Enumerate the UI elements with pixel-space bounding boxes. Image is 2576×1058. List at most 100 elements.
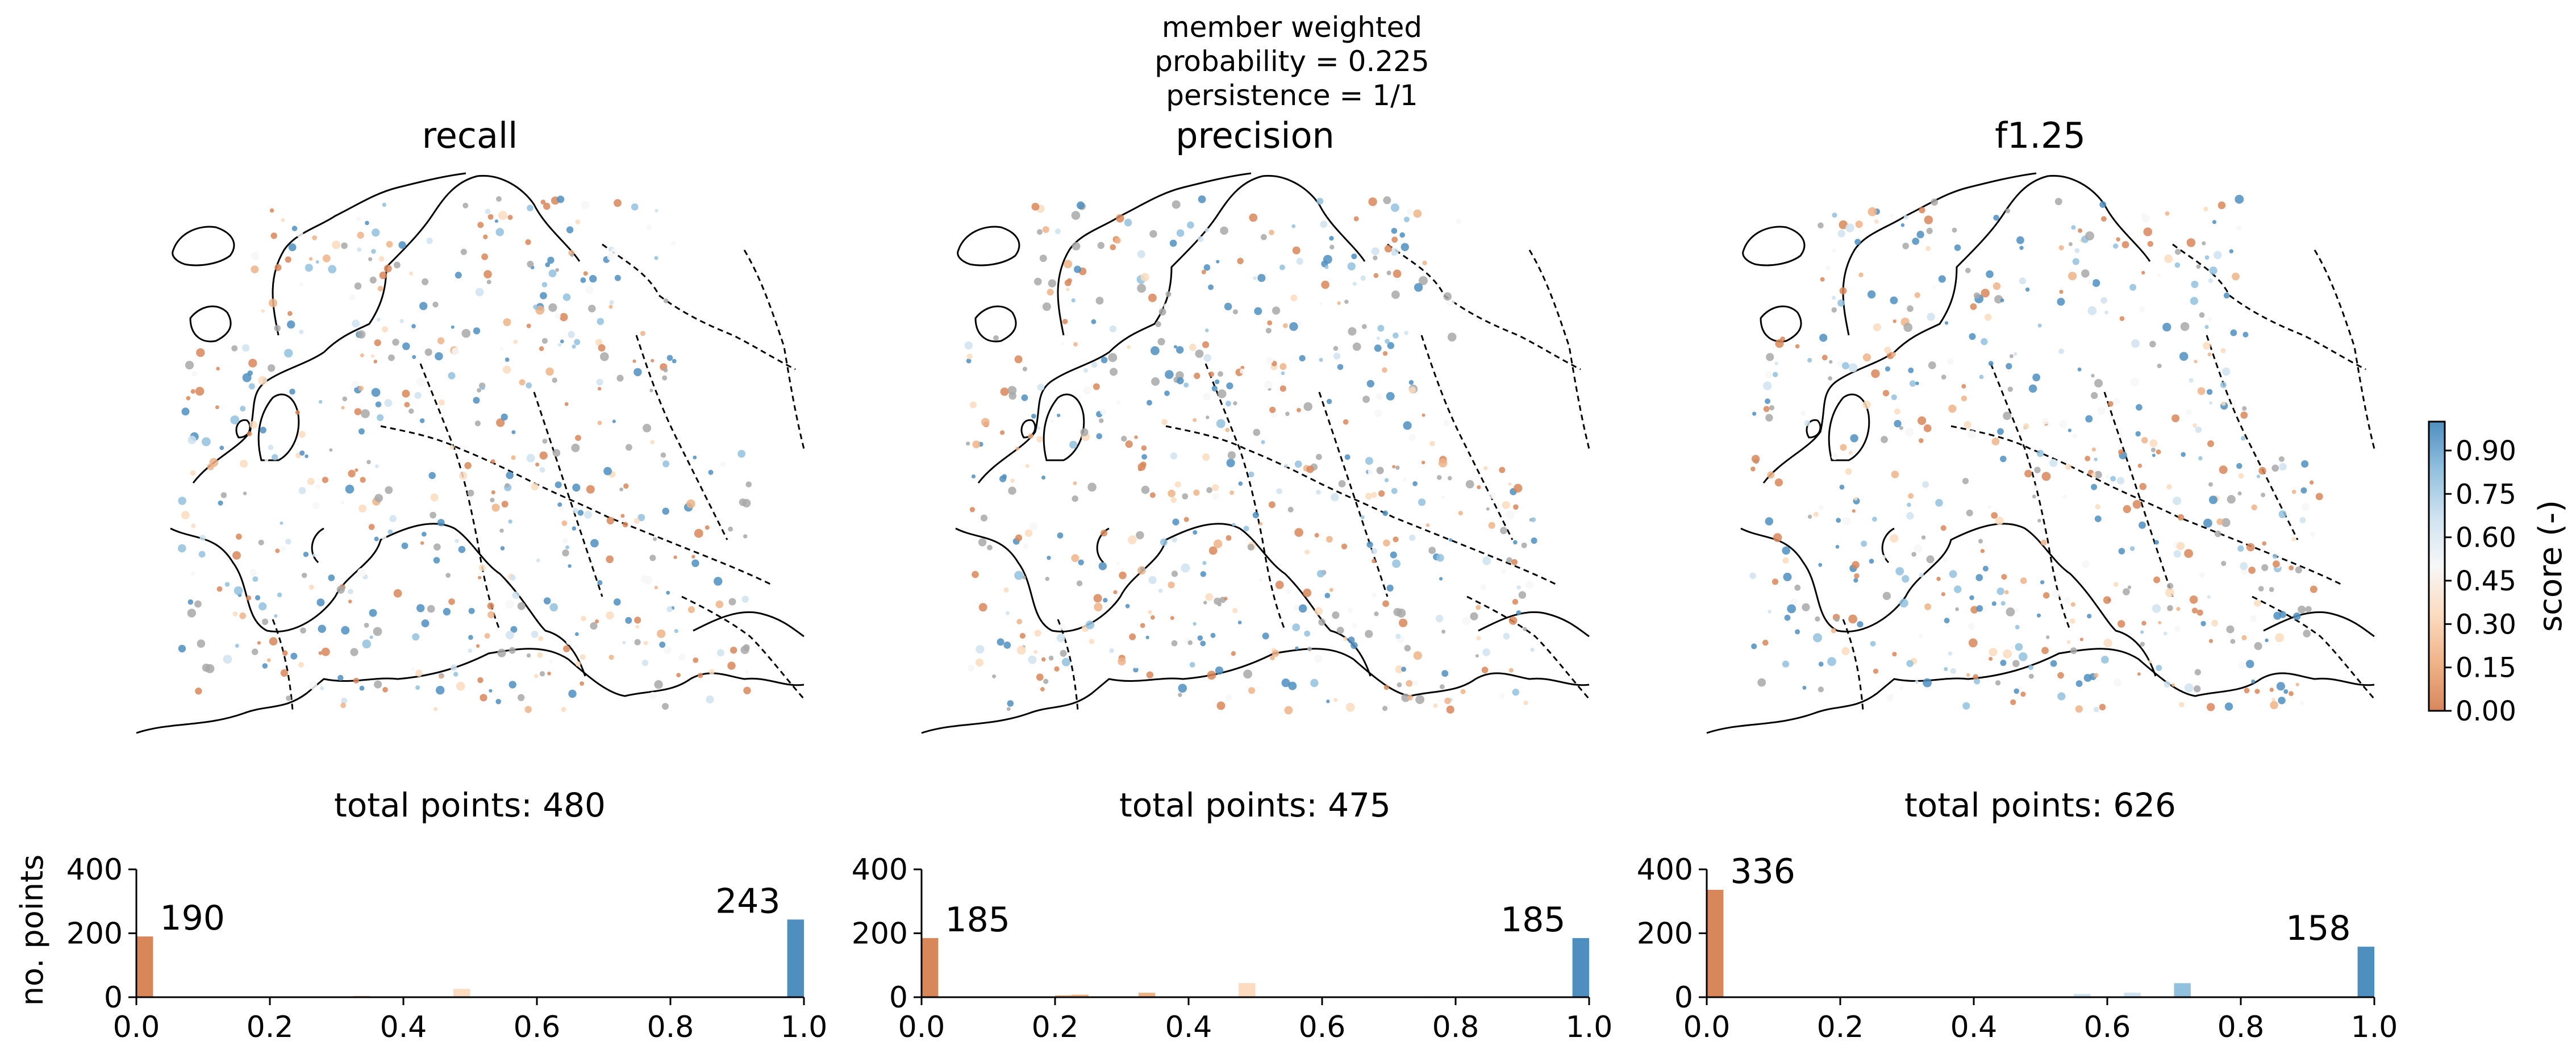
map-point xyxy=(597,318,605,326)
map-point xyxy=(1006,611,1010,615)
map-point xyxy=(1015,534,1023,542)
map-point xyxy=(505,599,514,609)
map-point xyxy=(612,419,616,423)
map-point xyxy=(2046,635,2050,639)
map-point xyxy=(1506,557,1512,563)
map-point xyxy=(1382,351,1388,356)
x-tick-label: 0.2 xyxy=(1817,1010,1864,1044)
map-point xyxy=(966,441,970,446)
map-point xyxy=(580,277,586,284)
map-point xyxy=(422,531,427,537)
map-point xyxy=(2059,420,2068,428)
map-point xyxy=(1415,695,1424,705)
map-point xyxy=(1047,289,1054,296)
map-point xyxy=(1326,398,1332,405)
colorbar-ticks: 0.000.150.300.450.600.750.90 xyxy=(2445,435,2516,727)
map-point xyxy=(458,472,468,480)
map-point xyxy=(2214,530,2221,538)
map-point xyxy=(2230,639,2236,644)
map-point xyxy=(2149,340,2156,348)
map-point xyxy=(1924,603,1932,610)
map-point xyxy=(328,265,337,274)
map-point xyxy=(1984,314,1992,321)
map-point xyxy=(1774,478,1783,487)
map-point xyxy=(1080,428,1089,436)
map-point xyxy=(1373,255,1378,261)
map-point xyxy=(1765,517,1773,526)
map-point xyxy=(433,543,441,551)
map-point xyxy=(247,431,252,436)
y-tick-label: 400 xyxy=(1637,853,1693,887)
histogram-bar xyxy=(1707,890,1724,997)
map-point xyxy=(1362,395,1370,403)
map-point xyxy=(302,572,307,578)
map-point xyxy=(2175,248,2181,255)
map-point xyxy=(705,525,710,530)
map-point xyxy=(2007,386,2013,392)
map-point xyxy=(1502,501,1510,509)
colorbar-tick-label: 0.60 xyxy=(2456,522,2516,554)
map-point xyxy=(507,215,513,220)
map-point xyxy=(2291,489,2296,494)
map-point xyxy=(336,585,345,594)
map-point xyxy=(1874,219,1879,224)
histogram-bar xyxy=(922,938,939,997)
map-point xyxy=(1500,527,1507,535)
map-point xyxy=(1802,603,1810,611)
map-point xyxy=(426,238,433,244)
map-point xyxy=(2299,701,2304,706)
map-point xyxy=(2072,258,2079,265)
hist-y-axis-label: no. points xyxy=(14,855,50,1006)
map-point xyxy=(1350,642,1358,649)
map-point xyxy=(357,231,364,239)
map-point xyxy=(1974,678,1981,685)
map-point xyxy=(2208,482,2213,487)
map-point xyxy=(2006,607,2015,617)
map-point xyxy=(2087,306,2097,315)
map-point xyxy=(1749,572,1756,580)
map-point xyxy=(2236,225,2242,231)
map-point xyxy=(2100,297,2107,304)
map-point xyxy=(510,626,518,633)
histogram-bar xyxy=(136,936,153,997)
map-point xyxy=(1907,502,1911,507)
map-point xyxy=(1189,662,1195,668)
map-point xyxy=(1391,290,1400,299)
map-point xyxy=(542,439,548,444)
map-point xyxy=(1071,211,1081,220)
map-point xyxy=(277,592,282,598)
map-point xyxy=(455,272,462,279)
map-point xyxy=(357,330,366,339)
map-point xyxy=(557,343,562,347)
map-point xyxy=(443,607,451,616)
map-point xyxy=(2071,225,2076,230)
map-point xyxy=(1057,414,1061,418)
map-point xyxy=(291,226,298,231)
map-point xyxy=(316,598,325,607)
map-point xyxy=(195,386,205,396)
map-point xyxy=(315,484,321,489)
map-point xyxy=(1204,227,1210,232)
map-point xyxy=(1456,218,1462,224)
y-tick-label: 200 xyxy=(66,917,123,951)
map-point xyxy=(2094,470,2102,479)
map-point xyxy=(555,481,562,489)
map-point xyxy=(503,318,511,326)
map-point xyxy=(2212,220,2216,224)
map-point xyxy=(2204,324,2209,330)
map-point xyxy=(2036,449,2044,457)
map-point xyxy=(456,681,465,691)
map-point xyxy=(2099,201,2107,208)
map-point xyxy=(1197,635,1203,641)
map-point xyxy=(369,276,377,284)
map-point xyxy=(318,399,323,404)
map-point xyxy=(1993,282,2001,290)
map-point xyxy=(1813,511,1819,517)
map-point xyxy=(2251,504,2257,511)
map-point xyxy=(1853,578,1858,583)
map-point xyxy=(1773,533,1782,542)
x-tick-label: 0.6 xyxy=(1299,1010,1346,1044)
map-point xyxy=(1401,667,1407,672)
